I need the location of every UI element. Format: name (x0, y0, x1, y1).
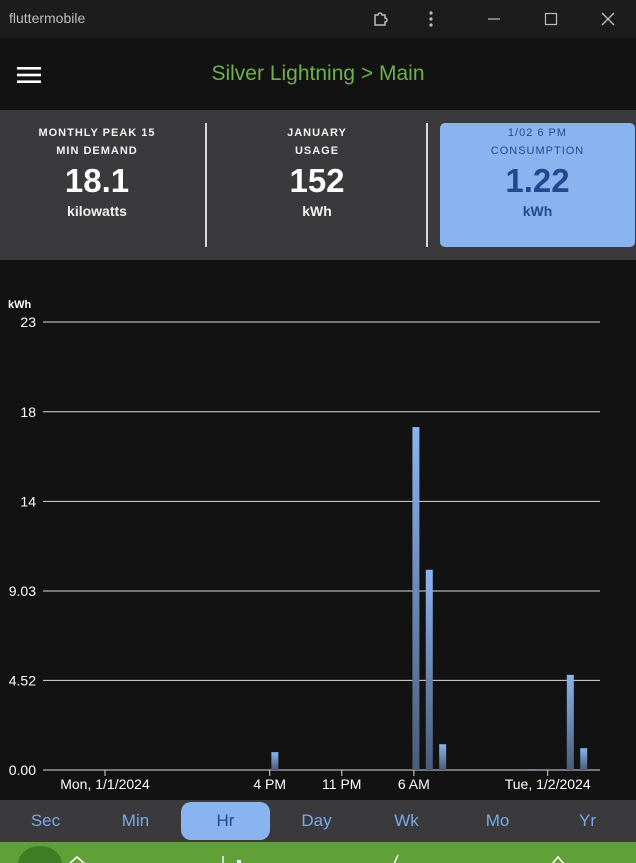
peak-demand-value: 18.1 (64, 162, 130, 199)
bar (580, 748, 588, 770)
close-icon[interactable] (593, 4, 623, 34)
tab-day[interactable]: Day (301, 811, 332, 830)
monthly-usage-label-1: JANUARY (287, 127, 347, 139)
peak-demand-unit: kilowatts (67, 203, 127, 219)
consumption-card[interactable]: 1/02 6 PM CONSUMPTION 1.22 kWh (440, 123, 635, 247)
tab-min[interactable]: Min (121, 811, 150, 830)
stats-divider (426, 123, 428, 247)
monthly-usage-label-2: USAGE (294, 145, 340, 157)
nav-indicator-icon (18, 846, 62, 863)
consumption-value: 1.22 (505, 162, 570, 199)
extensions-icon[interactable] (366, 4, 396, 34)
power-icon[interactable] (388, 854, 406, 863)
more-options-icon[interactable] (416, 4, 446, 34)
interval-tabs: Sec Min Hr Day Wk Mo Yr (0, 800, 636, 842)
bar (439, 744, 447, 770)
stats-panel: MONTHLY PEAK 15 MIN DEMAND 18.1 kilowatt… (0, 110, 636, 260)
minimize-icon[interactable] (479, 4, 509, 34)
window-titlebar: fluttermobile (0, 0, 636, 38)
y-tick-label: 4.52 (9, 672, 36, 688)
bar (412, 427, 420, 770)
tab-mo[interactable]: Mo (485, 811, 510, 830)
monthly-usage-value: 152 (289, 162, 345, 199)
consumption-label-2: CONSUMPTION (490, 145, 585, 157)
monthly-usage-unit: kWh (302, 203, 332, 219)
peak-demand-label-2: MIN DEMAND (56, 145, 138, 157)
peak-demand-label-1: MONTHLY PEAK 15 (38, 127, 156, 139)
bottom-nav (0, 842, 636, 863)
tab-hr[interactable]: Hr (181, 802, 270, 840)
bar (528, 769, 536, 770)
x-tick-label: 11 PM (322, 776, 361, 792)
app-bar: Silver Lightning > Main (0, 38, 636, 110)
tab-sec[interactable]: Sec (30, 811, 61, 830)
tab-wk[interactable]: Wk (394, 811, 419, 830)
hourly-chart[interactable]: kWh 23 18 14 9.03 4.52 0.00 Mon, 1/1/2024 4 PM 11… (0, 260, 636, 800)
y-tick-label: 23 (20, 314, 36, 330)
x-tick-label: Tue, 1/2/2024 (505, 776, 591, 792)
home-icon[interactable] (66, 854, 88, 863)
y-tick-label: 9.03 (9, 583, 36, 599)
y-tick-label: 0.00 (9, 762, 36, 778)
chart-svg: kWh 23 18 14 9.03 4.52 0.00 Mon, 1/1/2024 4 PM 11… (8, 299, 600, 792)
y-tick-label: 14 (20, 493, 36, 509)
bar (566, 674, 574, 770)
monthly-usage-card[interactable]: JANUARY USAGE 152 kWh (232, 123, 402, 247)
maximize-icon[interactable] (536, 4, 566, 34)
x-tick-label: 6 AM (398, 776, 430, 792)
y-tick-label: 18 (20, 404, 36, 420)
x-tick-label: Mon, 1/1/2024 (60, 776, 150, 792)
bar (425, 569, 433, 770)
page-title: Silver Lightning > Main (211, 62, 425, 85)
stats-divider (205, 123, 207, 247)
peak-demand-card[interactable]: MONTHLY PEAK 15 MIN DEMAND 18.1 kilowatt… (12, 123, 182, 247)
bar (271, 752, 279, 770)
consumption-label-1: 1/02 6 PM (507, 127, 568, 139)
settings-icon[interactable] (548, 854, 568, 863)
tab-yr[interactable]: Yr (579, 811, 596, 830)
window-title: fluttermobile (9, 10, 86, 26)
y-axis-label: kWh (8, 299, 32, 311)
chart-icon[interactable] (220, 854, 244, 863)
consumption-unit: kWh (522, 203, 553, 219)
menu-icon[interactable] (14, 60, 44, 90)
x-tick-label: 4 PM (253, 776, 286, 792)
